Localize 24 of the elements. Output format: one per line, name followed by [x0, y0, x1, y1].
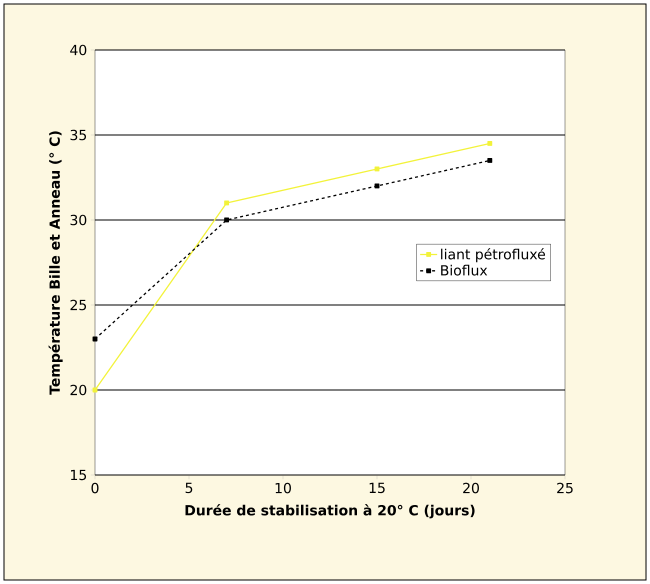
point — [224, 218, 230, 222]
legend-label: Bioflux — [441, 264, 488, 276]
point — [374, 166, 380, 172]
point — [487, 141, 492, 146]
point — [92, 388, 98, 392]
x-tick-label: 10 — [276, 482, 291, 494]
x-tick-label: 25 — [557, 482, 573, 494]
y-tick-label: 25 — [70, 300, 86, 310]
x-tick-label: 0 — [91, 482, 99, 494]
point — [224, 200, 230, 206]
y-axis-title: Température Bille et Anneau (° C) — [48, 131, 63, 395]
y-tick-label: 30 — [70, 214, 86, 226]
y-tick-label: 40 — [70, 44, 86, 56]
y-tick-label: 35 — [70, 130, 86, 140]
x-axis-title: Durée de stabilisation à 20° C (jours) — [186, 504, 475, 518]
point — [92, 336, 98, 342]
legend-label: liant pétrofluxé — [441, 248, 546, 262]
point — [374, 184, 380, 188]
point — [487, 158, 492, 163]
y-tick-label: 15 — [71, 470, 86, 480]
x-tick-label: 5 — [186, 482, 192, 494]
y-tick-label: 20 — [70, 384, 86, 396]
x-tick-label: 20 — [463, 482, 479, 494]
x-tick-label: 15 — [370, 482, 385, 494]
